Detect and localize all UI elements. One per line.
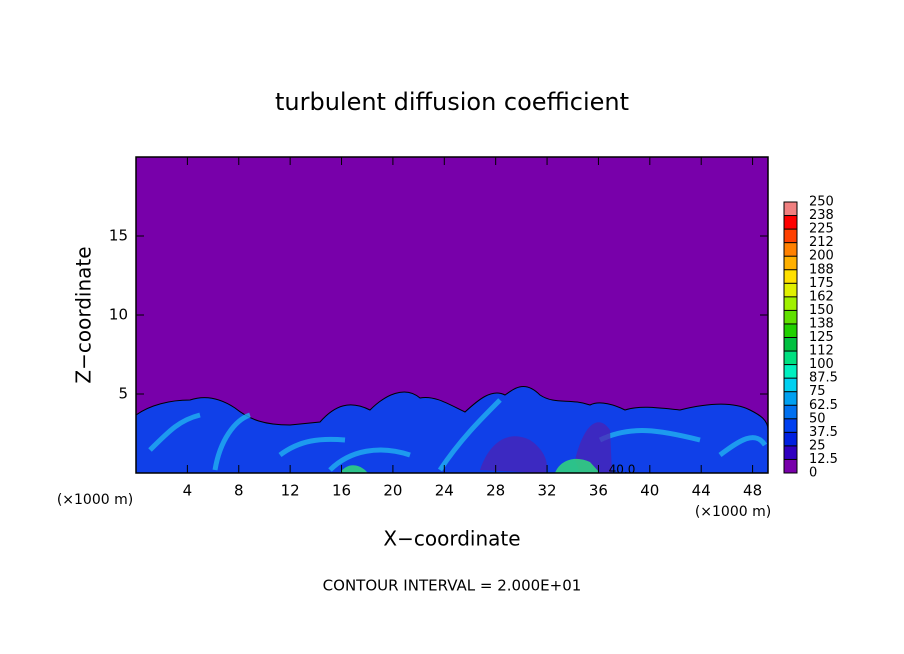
colorbar-band (784, 269, 797, 284)
x-tick-label: 12 (281, 482, 300, 500)
colorbar-band (784, 215, 797, 230)
colorbar-label: 238 (809, 208, 834, 223)
annotation: CONTOUR INTERVAL = 2.000E+01 (323, 577, 582, 595)
colorbar-label: 12.5 (809, 452, 838, 467)
colorbar-band (784, 378, 797, 392)
colorbar-label: 125 (809, 330, 834, 345)
colorbar-band (784, 364, 797, 379)
x-tick-label: 40 (640, 482, 659, 500)
colorbar-label: 212 (809, 235, 834, 250)
colorbar-label: 50 (809, 411, 826, 426)
x-tick-label: 8 (234, 482, 244, 500)
colorbar-band (784, 391, 797, 406)
x-tick-label: 28 (486, 482, 505, 500)
contour-label: 40.0 (609, 463, 636, 477)
colorbar-label: 138 (809, 316, 834, 331)
colorbar-label: 175 (809, 276, 834, 291)
colorbar-band (784, 202, 797, 216)
field-green (340, 458, 600, 473)
colorbar-band (784, 459, 797, 473)
colorbar-label: 150 (809, 303, 834, 318)
colorbar-band (784, 337, 797, 352)
colorbar-label: 250 (809, 195, 834, 210)
x-tick-label: 24 (435, 482, 454, 500)
x-tick-label: 44 (692, 482, 711, 500)
colorbar-label: 200 (809, 249, 834, 264)
x-unit-right: (×1000 m) (695, 504, 771, 520)
colorbar-label: 162 (809, 289, 834, 304)
colorbar-band (784, 418, 797, 433)
colorbar-band (784, 351, 797, 365)
chart-title: turbulent diffusion coefficient (275, 88, 629, 116)
colorbar-band (784, 323, 797, 338)
x-tick-label: 20 (383, 482, 402, 500)
colorbar-band (784, 405, 797, 419)
x-tick-label: 32 (538, 482, 557, 500)
colorbar-label: 25 (809, 438, 826, 453)
x-tick-label: 4 (183, 482, 193, 500)
colorbar-band (784, 256, 797, 270)
colorbar-label: 188 (809, 262, 834, 277)
colorbar-band (784, 445, 797, 460)
colorbar-label: 0 (809, 466, 817, 481)
colorbar-band (784, 229, 797, 243)
colorbar-label: 37.5 (809, 425, 838, 440)
colorbar-band (784, 242, 797, 257)
x-axis-label: X−coordinate (383, 527, 520, 551)
colorbar-label: 100 (809, 357, 834, 372)
colorbar-band (784, 432, 797, 446)
colorbar-band (784, 296, 797, 311)
x-unit-left: (×1000 m) (57, 492, 133, 508)
x-tick-label: 16 (332, 482, 351, 500)
colorbar-label: 75 (809, 384, 826, 399)
y-tick-label: 5 (118, 385, 128, 403)
y-tick-label: 10 (109, 306, 128, 324)
x-tick-label: 36 (589, 482, 608, 500)
colorbar-label: 62.5 (809, 398, 838, 413)
colorbar-band (784, 310, 797, 324)
y-axis-label: Z−coordinate (72, 246, 96, 383)
colorbar-band (784, 283, 797, 297)
colorbar-label: 112 (809, 344, 834, 359)
colorbar-label: 87.5 (809, 371, 838, 386)
field: 40.0 (135, 157, 769, 477)
x-tick-label: 48 (743, 482, 762, 500)
colorbar-label: 225 (809, 222, 834, 237)
y-tick-label: 15 (109, 227, 128, 245)
field-streaks (148, 398, 768, 472)
